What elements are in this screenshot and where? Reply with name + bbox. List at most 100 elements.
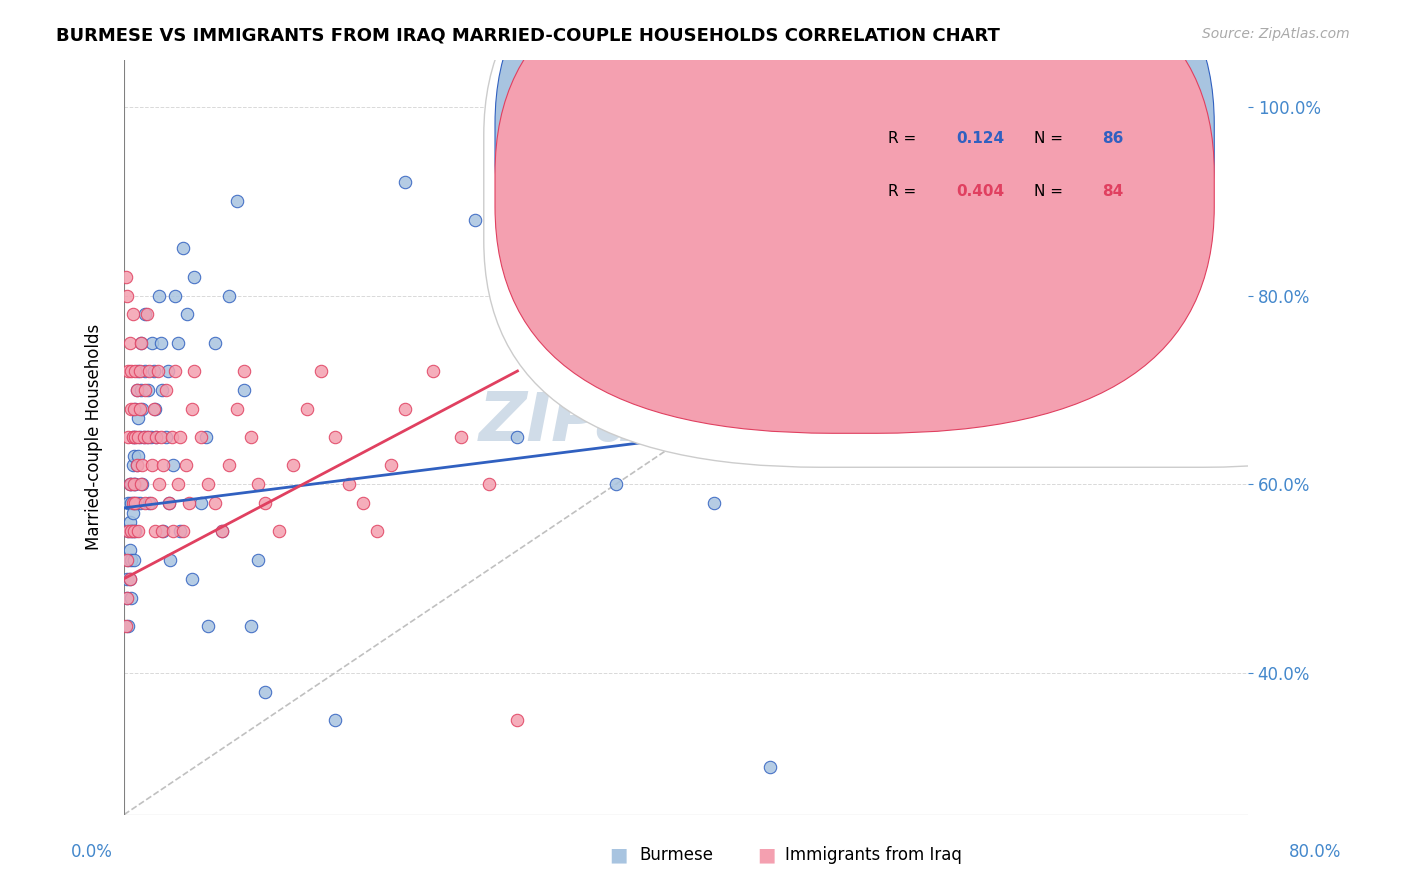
Point [190, 496, 212, 510]
Point [129, 335, 152, 350]
Point [163, 364, 186, 378]
Point [815, 100, 838, 114]
Point [155, 383, 177, 397]
Point [115, 591, 138, 605]
Point [117, 430, 139, 444]
Point [127, 430, 149, 444]
Point [118, 572, 141, 586]
Point [478, 477, 501, 491]
Point [152, 524, 174, 539]
Point [132, 430, 155, 444]
Point [253, 496, 276, 510]
Point [125, 383, 148, 397]
Point [366, 524, 388, 539]
Point [127, 449, 149, 463]
Point [122, 477, 145, 491]
Text: Burmese: Burmese [640, 846, 714, 863]
Point [135, 430, 157, 444]
Point [204, 496, 226, 510]
Point [162, 458, 184, 473]
Text: 0.124: 0.124 [956, 131, 1004, 146]
Point [267, 524, 290, 539]
Point [190, 430, 212, 444]
Point [124, 496, 146, 510]
Point [155, 430, 177, 444]
Point [129, 383, 152, 397]
Point [194, 430, 217, 444]
Point [141, 335, 163, 350]
Point [118, 477, 141, 491]
Point [150, 383, 173, 397]
Text: R =: R = [889, 185, 921, 199]
Point [145, 430, 167, 444]
Y-axis label: Married-couple Households: Married-couple Households [86, 324, 103, 550]
Point [246, 477, 269, 491]
Point [114, 269, 136, 284]
Point [132, 430, 155, 444]
Point [125, 496, 148, 510]
Point [120, 477, 142, 491]
Point [120, 364, 142, 378]
Point [150, 524, 173, 539]
Point [197, 477, 219, 491]
Point [118, 477, 141, 491]
Text: 0.404: 0.404 [956, 185, 1004, 199]
Point [232, 383, 254, 397]
Point [211, 524, 233, 539]
Point [394, 175, 416, 189]
Point [166, 335, 188, 350]
Point [174, 458, 197, 473]
Text: 0.0%: 0.0% [70, 843, 112, 861]
Point [146, 364, 169, 378]
Point [121, 307, 143, 321]
Text: Source: ZipAtlas.com: Source: ZipAtlas.com [1202, 27, 1350, 41]
Point [506, 430, 529, 444]
Point [128, 364, 150, 378]
Point [142, 401, 165, 416]
Point [117, 496, 139, 510]
Text: ■: ■ [756, 846, 776, 864]
Point [281, 458, 304, 473]
Point [145, 430, 167, 444]
FancyBboxPatch shape [495, 0, 1215, 434]
Text: ZIPatlas: ZIPatlas [479, 389, 780, 455]
Point [204, 335, 226, 350]
Point [124, 477, 146, 491]
Point [135, 307, 157, 321]
Point [605, 477, 627, 491]
Point [134, 364, 156, 378]
Point [152, 458, 174, 473]
Point [197, 619, 219, 633]
Point [157, 496, 180, 510]
Point [309, 364, 332, 378]
Point [239, 430, 262, 444]
Point [131, 477, 153, 491]
Point [117, 553, 139, 567]
Point [169, 524, 191, 539]
Point [127, 524, 149, 539]
Point [121, 458, 143, 473]
Point [127, 411, 149, 425]
FancyBboxPatch shape [495, 0, 1215, 384]
Text: N =: N = [1035, 131, 1069, 146]
FancyBboxPatch shape [484, 0, 1406, 467]
Point [131, 458, 153, 473]
Point [138, 364, 160, 378]
Point [114, 619, 136, 633]
Point [139, 430, 162, 444]
Point [125, 458, 148, 473]
Point [121, 430, 143, 444]
Point [120, 401, 142, 416]
Point [115, 572, 138, 586]
Point [134, 383, 156, 397]
Point [323, 713, 346, 727]
Point [172, 241, 194, 255]
Point [122, 524, 145, 539]
Point [122, 477, 145, 491]
Point [124, 401, 146, 416]
Point [246, 553, 269, 567]
Point [218, 288, 240, 302]
Point [464, 213, 486, 227]
Point [534, 364, 557, 378]
Point [117, 524, 139, 539]
